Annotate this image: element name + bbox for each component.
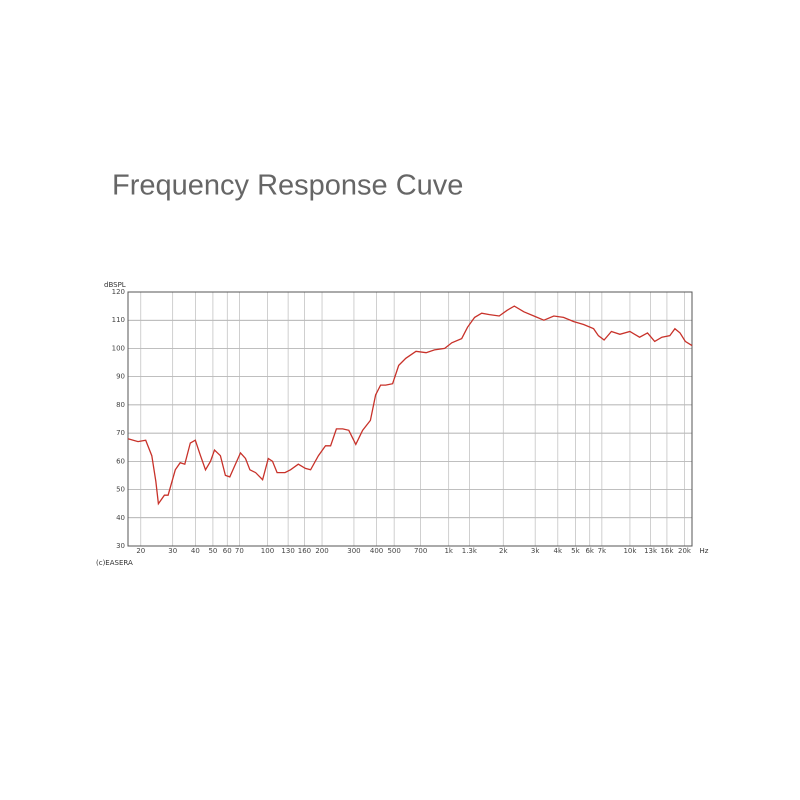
y-tick-label: 90 [116, 373, 125, 381]
x-tick-label: 4k [554, 547, 563, 555]
x-tick-label: 60 [223, 547, 232, 555]
x-tick-label: 400 [370, 547, 383, 555]
x-tick-label: 2k [499, 547, 508, 555]
x-tick-label: 3k [531, 547, 540, 555]
y-axis-label: dBSPL [104, 281, 126, 289]
x-tick-label: 100 [261, 547, 274, 555]
x-tick-label: 7k [598, 547, 607, 555]
x-tick-label: 700 [414, 547, 427, 555]
y-tick-label: 70 [116, 429, 125, 437]
y-tick-label: 110 [112, 316, 125, 324]
y-tick-label: 60 [116, 457, 125, 465]
x-tick-label: 13k [644, 547, 658, 555]
x-tick-label: 10k [623, 547, 637, 555]
y-tick-label: 50 [116, 486, 125, 494]
x-tick-label: 200 [315, 547, 328, 555]
x-tick-label: 16k [660, 547, 674, 555]
y-tick-label: 30 [116, 542, 125, 550]
x-tick-label: 20k [678, 547, 692, 555]
y-tick-label: 40 [116, 514, 125, 522]
y-tick-label: 120 [112, 288, 125, 296]
x-tick-label: 300 [347, 547, 360, 555]
x-tick-label: 1k [444, 547, 453, 555]
plot-frame [127, 291, 693, 547]
y-tick-label: 100 [112, 344, 125, 352]
x-tick-label: 70 [235, 547, 244, 555]
x-tick-label: 20 [136, 547, 145, 555]
x-tick-label: 40 [191, 547, 200, 555]
x-tick-label: 30 [168, 547, 177, 555]
y-tick-label: 80 [116, 401, 125, 409]
x-tick-label: 50 [208, 547, 217, 555]
x-tick-label: 160 [298, 547, 311, 555]
x-tick-label: 6k [585, 547, 594, 555]
x-tick-label: 130 [281, 547, 294, 555]
chart-title: Frequency Response Cuve [112, 170, 463, 202]
response-line [127, 305, 693, 506]
x-tick-label: 1.3k [462, 547, 478, 555]
x-axis-label: Hz [700, 547, 709, 555]
x-tick-label: 5k [571, 547, 580, 555]
x-tick-label: 500 [387, 547, 400, 555]
footnote: (c)EASERA [96, 559, 133, 567]
